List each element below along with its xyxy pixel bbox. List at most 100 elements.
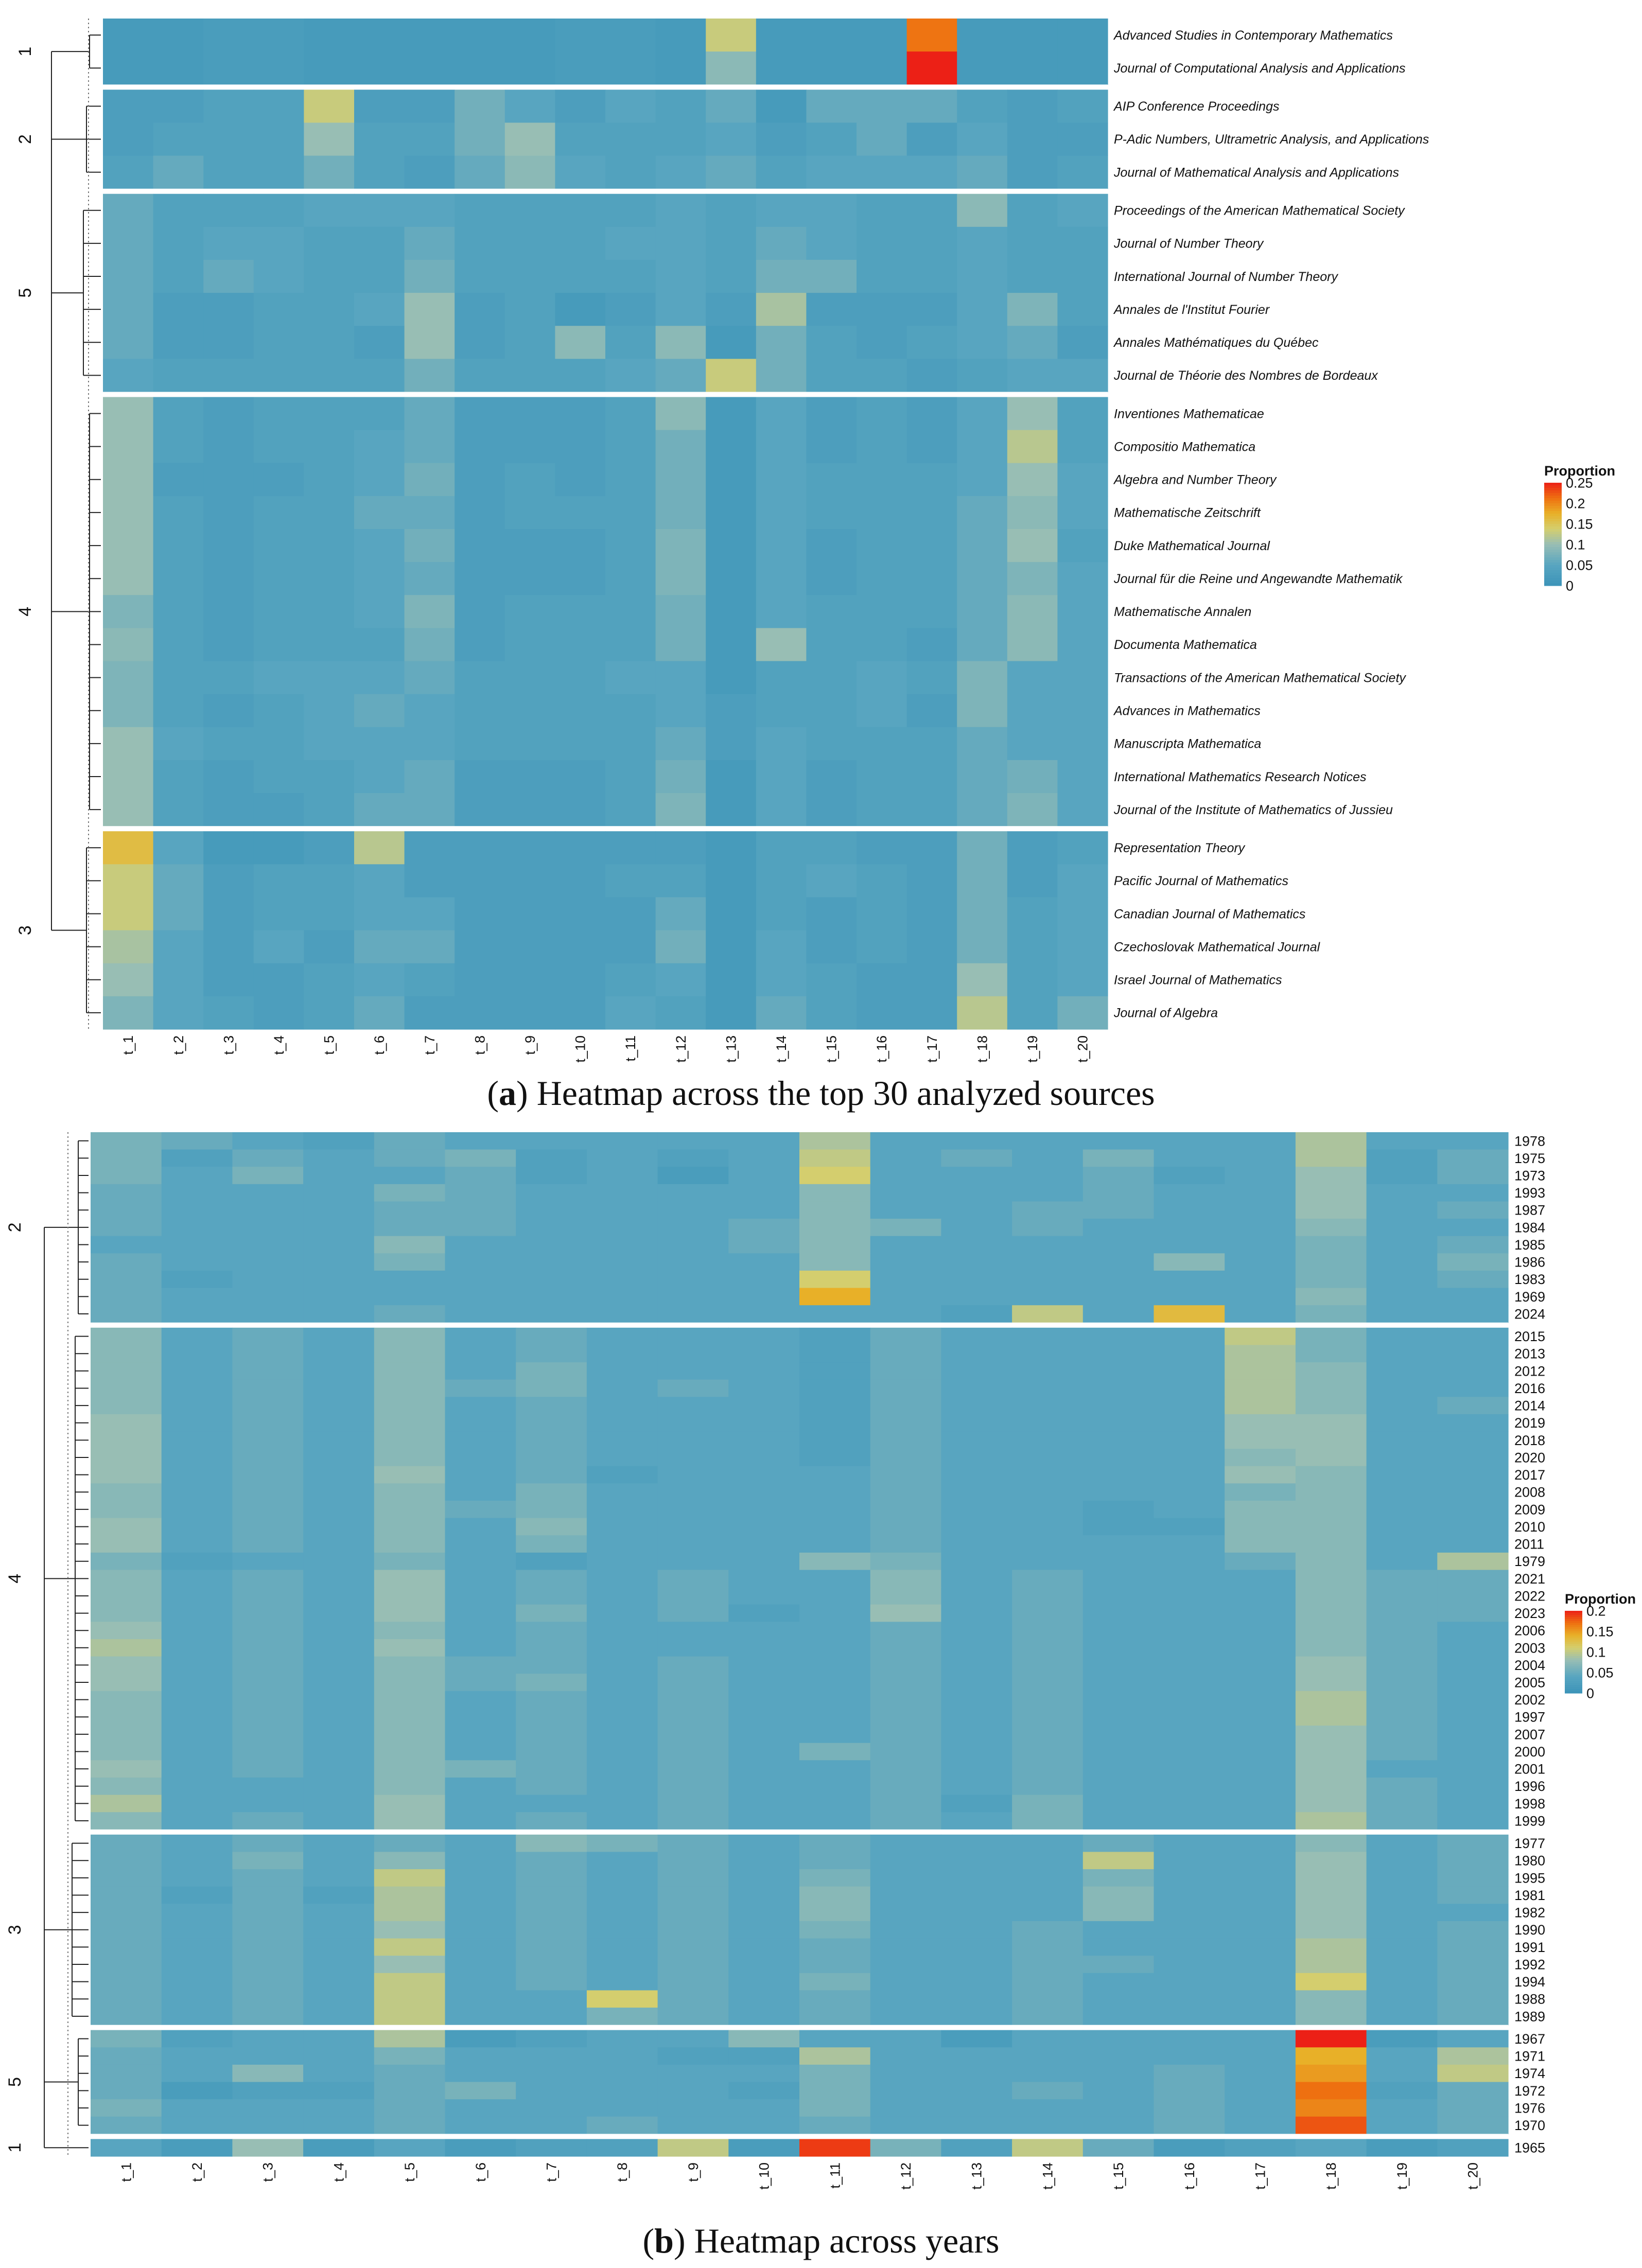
legend-gradient-step — [1565, 1689, 1582, 1692]
heatmap-cell — [253, 293, 304, 326]
heatmap-cell — [455, 694, 505, 728]
heatmap-cell — [1057, 694, 1108, 728]
heatmap-cell — [91, 1288, 162, 1306]
heatmap-cell — [304, 397, 355, 431]
heatmap-cell — [1225, 1184, 1296, 1202]
heatmap-cell — [1295, 2099, 1367, 2117]
heatmap-cell — [516, 1834, 587, 1853]
heatmap-cell — [1012, 1570, 1084, 1588]
heatmap-cell — [303, 2082, 375, 2100]
heatmap-cell — [161, 1270, 233, 1289]
heatmap-cell — [303, 1990, 375, 2008]
heatmap-cell — [1012, 1760, 1084, 1778]
heatmap-cell — [586, 1362, 658, 1380]
legend-tick-label: 0.15 — [1586, 1624, 1614, 1639]
heatmap-cell — [1437, 1149, 1509, 1167]
heatmap-cell — [1082, 2064, 1155, 2083]
heatmap-cell — [91, 1201, 162, 1219]
legend-gradient-step — [1544, 575, 1562, 578]
heatmap-cell — [103, 496, 154, 530]
heatmap-cell — [516, 2099, 587, 2117]
heatmap-cell — [374, 1288, 446, 1306]
heatmap-cell — [957, 529, 1008, 562]
heatmap-cell — [586, 1812, 658, 1830]
heatmap-cell — [1154, 1414, 1225, 1432]
heatmap-cell — [1154, 1921, 1225, 1939]
heatmap-cell — [161, 1708, 233, 1726]
heatmap-cell — [941, 1834, 1012, 1853]
heatmap-cell — [941, 1397, 1012, 1415]
cluster-label: 5 — [5, 2077, 25, 2087]
heatmap-cell — [941, 1236, 1012, 1254]
heatmap-cell — [1225, 1726, 1296, 1744]
heatmap-cell — [1225, 1167, 1296, 1185]
heatmap-cell — [232, 1777, 304, 1796]
heatmap-cell — [91, 2099, 162, 2117]
heatmap-cell — [655, 897, 706, 931]
heatmap-cell — [1225, 2099, 1296, 2117]
heatmap-cell — [455, 595, 505, 628]
heatmap-cell — [91, 1270, 162, 1289]
heatmap-cell — [555, 397, 606, 431]
heatmap-cell — [232, 1288, 304, 1306]
heatmap-cell — [657, 1570, 729, 1588]
heatmap-cell — [303, 1414, 375, 1432]
column-label: t_12 — [898, 2162, 914, 2190]
column-label: t_16 — [1182, 2162, 1197, 2190]
heatmap-cell — [728, 1921, 800, 1939]
heatmap-cell — [504, 293, 555, 326]
heatmap-cell — [941, 2116, 1012, 2134]
heatmap-cell — [906, 996, 957, 1030]
heatmap-cell — [870, 1639, 941, 1657]
heatmap-cell — [354, 122, 405, 156]
legend-gradient-step — [1565, 1646, 1582, 1648]
heatmap-cell — [445, 1674, 516, 1692]
heatmap-cell — [1082, 1777, 1155, 1796]
heatmap-cell — [941, 1219, 1012, 1237]
heatmap-cell — [870, 1132, 941, 1150]
heatmap-cell — [504, 226, 555, 260]
heatmap-cell — [655, 628, 706, 662]
heatmap-cell — [756, 51, 807, 85]
heatmap-cell — [374, 1149, 446, 1167]
heatmap-cell — [232, 1305, 304, 1323]
heatmap-cell — [655, 727, 706, 761]
heatmap-cell — [445, 1466, 516, 1484]
heatmap-cell — [728, 1379, 800, 1397]
heatmap-cell — [203, 996, 254, 1030]
heatmap-cell — [941, 1431, 1012, 1449]
heatmap-cell — [857, 760, 907, 794]
heatmap-cell — [728, 1345, 800, 1363]
heatmap-cell — [516, 2064, 587, 2083]
heatmap-cell — [870, 1253, 941, 1271]
heatmap-cell — [91, 1501, 162, 1519]
heatmap-cell — [153, 628, 204, 662]
heatmap-cell — [516, 1869, 587, 1887]
heatmap-cell — [232, 1622, 304, 1640]
heatmap-cell — [1082, 1219, 1155, 1237]
heatmap-cell — [870, 1674, 941, 1692]
heatmap-cell — [957, 963, 1008, 997]
heatmap-cell — [1082, 1604, 1155, 1622]
heatmap-cell — [657, 1587, 729, 1605]
heatmap-cell — [941, 1466, 1012, 1484]
heatmap-cell — [374, 2139, 446, 2157]
heatmap-cell — [303, 1362, 375, 1380]
row-label: 1969 — [1514, 1289, 1545, 1305]
heatmap-cell — [1154, 1973, 1225, 1991]
heatmap-cell — [1437, 2082, 1509, 2100]
heatmap-cell — [655, 864, 706, 898]
heatmap-cell — [555, 90, 606, 123]
heatmap-cell — [203, 326, 254, 359]
heatmap-cell — [706, 529, 757, 562]
heatmap-cell — [1007, 661, 1058, 695]
heatmap-cell — [1366, 1726, 1438, 1744]
heatmap-cell — [906, 529, 957, 562]
heatmap-cell — [555, 793, 606, 827]
heatmap-cell — [657, 1483, 729, 1501]
heatmap-cell — [555, 326, 606, 359]
heatmap-cell — [555, 562, 606, 595]
heatmap-cell — [354, 51, 405, 85]
heatmap-cell — [957, 293, 1008, 326]
cluster-separator — [103, 392, 1108, 397]
